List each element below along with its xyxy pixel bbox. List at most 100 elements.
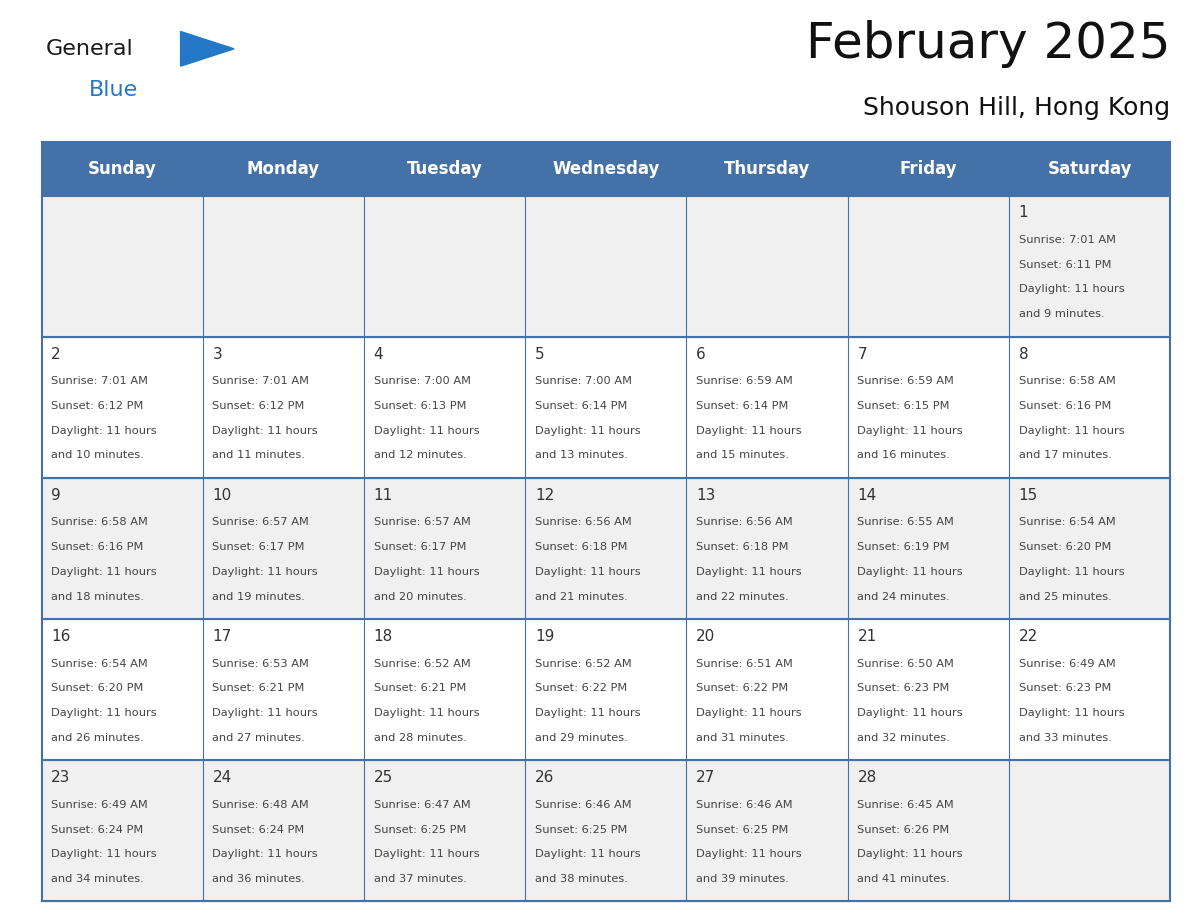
Text: 13: 13: [696, 487, 715, 503]
Text: 18: 18: [374, 629, 393, 644]
Text: Daylight: 11 hours: Daylight: 11 hours: [51, 566, 157, 577]
Text: Daylight: 11 hours: Daylight: 11 hours: [213, 566, 318, 577]
Text: Daylight: 11 hours: Daylight: 11 hours: [213, 849, 318, 859]
Text: Sunset: 6:12 PM: Sunset: 6:12 PM: [213, 401, 305, 411]
Text: Daylight: 11 hours: Daylight: 11 hours: [535, 566, 640, 577]
Text: Sunrise: 6:58 AM: Sunrise: 6:58 AM: [51, 518, 148, 528]
Text: Sunset: 6:25 PM: Sunset: 6:25 PM: [374, 824, 466, 834]
Text: Sunrise: 6:51 AM: Sunrise: 6:51 AM: [696, 658, 794, 668]
Text: Sunrise: 6:46 AM: Sunrise: 6:46 AM: [696, 800, 792, 810]
Text: Monday: Monday: [247, 160, 320, 178]
Text: Daylight: 11 hours: Daylight: 11 hours: [858, 849, 963, 859]
Text: Daylight: 11 hours: Daylight: 11 hours: [858, 426, 963, 436]
Text: Sunrise: 6:57 AM: Sunrise: 6:57 AM: [374, 518, 470, 528]
Text: Tuesday: Tuesday: [406, 160, 482, 178]
Text: Sunrise: 6:47 AM: Sunrise: 6:47 AM: [374, 800, 470, 810]
Text: Daylight: 11 hours: Daylight: 11 hours: [696, 849, 802, 859]
Text: 19: 19: [535, 629, 555, 644]
Text: Daylight: 11 hours: Daylight: 11 hours: [213, 708, 318, 718]
Text: Shouson Hill, Hong Kong: Shouson Hill, Hong Kong: [862, 96, 1170, 120]
Text: 4: 4: [374, 347, 384, 362]
Text: Sunrise: 6:54 AM: Sunrise: 6:54 AM: [51, 658, 148, 668]
Text: Daylight: 11 hours: Daylight: 11 hours: [51, 708, 157, 718]
Text: Sunset: 6:14 PM: Sunset: 6:14 PM: [696, 401, 789, 411]
Text: 7: 7: [858, 347, 867, 362]
Text: and 21 minutes.: and 21 minutes.: [535, 591, 627, 601]
Text: and 31 minutes.: and 31 minutes.: [696, 733, 789, 743]
Text: 21: 21: [858, 629, 877, 644]
Text: Sunrise: 6:50 AM: Sunrise: 6:50 AM: [858, 658, 954, 668]
Text: Sunset: 6:18 PM: Sunset: 6:18 PM: [535, 543, 627, 552]
Text: and 32 minutes.: and 32 minutes.: [858, 733, 950, 743]
Text: 1: 1: [1018, 206, 1029, 220]
Text: Daylight: 11 hours: Daylight: 11 hours: [374, 849, 479, 859]
Text: Sunrise: 6:49 AM: Sunrise: 6:49 AM: [1018, 658, 1116, 668]
Text: Sunset: 6:26 PM: Sunset: 6:26 PM: [858, 824, 949, 834]
Text: and 41 minutes.: and 41 minutes.: [858, 874, 950, 884]
Text: 25: 25: [374, 770, 393, 785]
Text: Daylight: 11 hours: Daylight: 11 hours: [1018, 566, 1124, 577]
Text: Daylight: 11 hours: Daylight: 11 hours: [1018, 285, 1124, 295]
Text: Sunrise: 6:53 AM: Sunrise: 6:53 AM: [213, 658, 309, 668]
Text: Sunrise: 6:52 AM: Sunrise: 6:52 AM: [535, 658, 632, 668]
Text: 15: 15: [1018, 487, 1038, 503]
Text: Daylight: 11 hours: Daylight: 11 hours: [1018, 708, 1124, 718]
Text: Sunset: 6:24 PM: Sunset: 6:24 PM: [213, 824, 305, 834]
Text: Daylight: 11 hours: Daylight: 11 hours: [374, 426, 479, 436]
Text: 5: 5: [535, 347, 544, 362]
Text: and 39 minutes.: and 39 minutes.: [696, 874, 789, 884]
Text: Daylight: 11 hours: Daylight: 11 hours: [696, 708, 802, 718]
Text: and 12 minutes.: and 12 minutes.: [374, 451, 467, 461]
Text: Sunset: 6:20 PM: Sunset: 6:20 PM: [1018, 543, 1111, 552]
Text: Sunset: 6:23 PM: Sunset: 6:23 PM: [858, 683, 949, 693]
Text: Daylight: 11 hours: Daylight: 11 hours: [535, 426, 640, 436]
Text: Sunset: 6:19 PM: Sunset: 6:19 PM: [858, 543, 950, 552]
Text: Sunset: 6:25 PM: Sunset: 6:25 PM: [696, 824, 789, 834]
Text: and 26 minutes.: and 26 minutes.: [51, 733, 144, 743]
Text: 2: 2: [51, 347, 61, 362]
Text: Sunrise: 6:52 AM: Sunrise: 6:52 AM: [374, 658, 470, 668]
Text: and 25 minutes.: and 25 minutes.: [1018, 591, 1112, 601]
Text: and 34 minutes.: and 34 minutes.: [51, 874, 144, 884]
Text: Sunset: 6:21 PM: Sunset: 6:21 PM: [213, 683, 305, 693]
Text: Daylight: 11 hours: Daylight: 11 hours: [213, 426, 318, 436]
Text: Sunrise: 6:54 AM: Sunrise: 6:54 AM: [1018, 518, 1116, 528]
Text: Sunset: 6:23 PM: Sunset: 6:23 PM: [1018, 683, 1111, 693]
Text: Daylight: 11 hours: Daylight: 11 hours: [535, 708, 640, 718]
Text: 20: 20: [696, 629, 715, 644]
Text: 14: 14: [858, 487, 877, 503]
Text: 23: 23: [51, 770, 70, 785]
Text: Blue: Blue: [89, 80, 138, 100]
Text: Sunset: 6:21 PM: Sunset: 6:21 PM: [374, 683, 466, 693]
Text: Sunset: 6:22 PM: Sunset: 6:22 PM: [696, 683, 789, 693]
Text: and 33 minutes.: and 33 minutes.: [1018, 733, 1112, 743]
Text: Sunrise: 7:00 AM: Sunrise: 7:00 AM: [374, 376, 470, 386]
Text: and 20 minutes.: and 20 minutes.: [374, 591, 467, 601]
Text: Sunrise: 6:59 AM: Sunrise: 6:59 AM: [696, 376, 794, 386]
Text: Daylight: 11 hours: Daylight: 11 hours: [374, 708, 479, 718]
Text: Daylight: 11 hours: Daylight: 11 hours: [858, 708, 963, 718]
Text: Sunrise: 6:45 AM: Sunrise: 6:45 AM: [858, 800, 954, 810]
Text: Sunrise: 6:48 AM: Sunrise: 6:48 AM: [213, 800, 309, 810]
Text: Sunrise: 7:01 AM: Sunrise: 7:01 AM: [1018, 235, 1116, 245]
Text: and 24 minutes.: and 24 minutes.: [858, 591, 950, 601]
Text: 12: 12: [535, 487, 554, 503]
Text: Sunday: Sunday: [88, 160, 157, 178]
Text: 6: 6: [696, 347, 706, 362]
Text: Sunset: 6:17 PM: Sunset: 6:17 PM: [374, 543, 466, 552]
Text: Daylight: 11 hours: Daylight: 11 hours: [696, 426, 802, 436]
Text: and 9 minutes.: and 9 minutes.: [1018, 309, 1105, 319]
Text: Sunset: 6:15 PM: Sunset: 6:15 PM: [858, 401, 950, 411]
Text: Sunrise: 6:49 AM: Sunrise: 6:49 AM: [51, 800, 148, 810]
Text: Saturday: Saturday: [1048, 160, 1132, 178]
Text: February 2025: February 2025: [805, 20, 1170, 68]
Text: and 28 minutes.: and 28 minutes.: [374, 733, 467, 743]
Text: 22: 22: [1018, 629, 1038, 644]
Text: Sunset: 6:13 PM: Sunset: 6:13 PM: [374, 401, 466, 411]
Text: Daylight: 11 hours: Daylight: 11 hours: [51, 426, 157, 436]
Text: and 37 minutes.: and 37 minutes.: [374, 874, 467, 884]
Text: and 29 minutes.: and 29 minutes.: [535, 733, 627, 743]
Text: Sunset: 6:18 PM: Sunset: 6:18 PM: [696, 543, 789, 552]
Text: Sunset: 6:11 PM: Sunset: 6:11 PM: [1018, 260, 1111, 270]
Text: General: General: [46, 39, 133, 59]
